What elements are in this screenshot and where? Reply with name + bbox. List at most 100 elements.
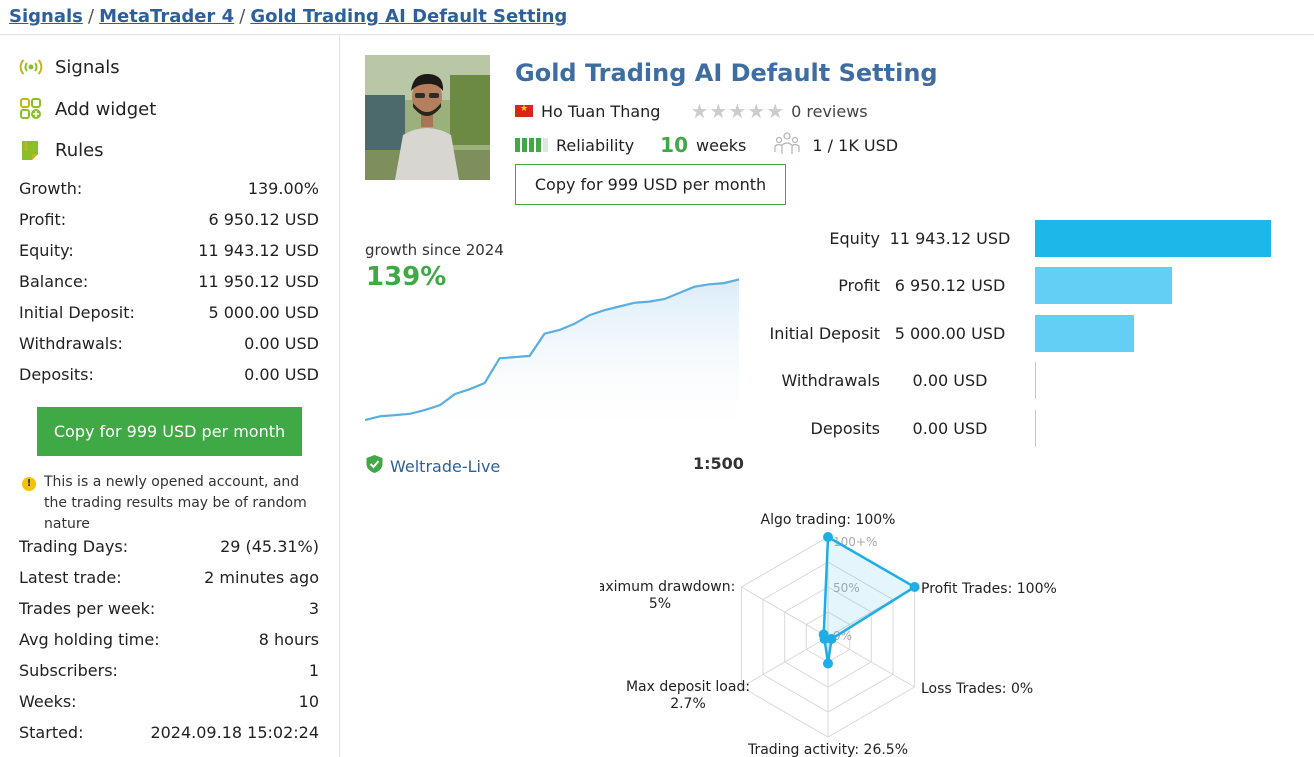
breadcrumb-signal-link[interactable]: Gold Trading AI Default Setting [250, 6, 568, 27]
radar-axis-label: Algo trading: 100% [761, 512, 896, 528]
reliability-bar [543, 138, 548, 152]
radar-chart[interactable]: 100+%50%0%Algo trading: 100%Profit Trade… [600, 505, 1060, 757]
stat-value: 2 minutes ago [204, 568, 319, 587]
stat-initial-deposit: Initial Deposit: 5 000.00 USD [19, 303, 319, 325]
stat-label: Trading Days: [19, 537, 129, 556]
header-divider [0, 34, 1314, 35]
equity-bar [1035, 314, 1134, 352]
widget-icon [19, 97, 43, 121]
radar-ring-label: 50% [833, 581, 860, 595]
breadcrumb-metatrader-link[interactable]: MetaTrader 4 [99, 6, 235, 27]
author-avatar[interactable] [365, 55, 490, 180]
bar-category-label: Initial Deposit [769, 323, 880, 343]
new-account-notice: ! This is a newly opened account, and th… [19, 472, 324, 535]
stat-label: Equity: [19, 241, 74, 260]
reliability-row: Reliability 10 weeks 1 / 1K USD [515, 132, 898, 158]
stat-value: 11 950.12 USD [198, 272, 319, 291]
stat-started: Started: 2024.09.18 15:02:24 [19, 723, 319, 745]
stat-value: 11 943.12 USD [198, 241, 319, 260]
reviews-link[interactable]: 0 reviews [791, 101, 868, 121]
star-icon: ★ [766, 99, 785, 123]
sidebar-item-add-widget[interactable]: Add widget [19, 95, 156, 123]
subscribers-icon [774, 130, 800, 160]
stat-value: 2024.09.18 15:02:24 [150, 723, 319, 742]
radar-axis-label: Max deposit load: [626, 679, 750, 695]
breadcrumb-separator: / [239, 6, 246, 27]
sidebar-item-rules[interactable]: Rules [19, 136, 104, 164]
stat-label: Initial Deposit: [19, 303, 135, 322]
vietnam-flag-icon [515, 104, 533, 117]
equity-bar-row: Equity 11 943.12 USD [760, 219, 1271, 257]
radar-point [818, 629, 829, 640]
equity-bar [1035, 362, 1036, 399]
stat-value: 8 hours [258, 630, 319, 649]
reliability-bar [515, 138, 520, 152]
sidebar-item-label: Signals [55, 56, 120, 78]
stat-value: 0.00 USD [244, 334, 319, 353]
radar-axis-value: 5% [649, 596, 671, 612]
growth-line [365, 278, 740, 422]
stat-trading-days: Trading Days: 29 (45.31%) [19, 537, 319, 559]
stat-weeks: Weeks: 10 [19, 692, 319, 714]
stat-avg-holding-time: Avg holding time: 8 hours [19, 630, 319, 652]
warning-icon: ! [22, 477, 36, 491]
breadcrumb-signals-link[interactable]: Signals [9, 6, 83, 27]
equity-bar-row: Deposits 0.00 USD [760, 409, 1036, 447]
stat-label: Balance: [19, 272, 89, 291]
radar-spoke [741, 586, 829, 638]
stat-value: 29 (45.31%) [220, 537, 319, 556]
stat-latest-trade: Latest trade: 2 minutes ago [19, 568, 319, 590]
signal-title[interactable]: Gold Trading AI Default Setting [515, 59, 938, 87]
growth-chart[interactable] [365, 260, 741, 440]
stat-value: 5 000.00 USD [208, 303, 319, 322]
radar-spoke [741, 636, 829, 688]
reliability-bar [536, 138, 541, 152]
stat-value: 139.00% [247, 179, 319, 198]
leverage-value: 1:500 [693, 454, 744, 473]
growth-caption: growth since 2024 [365, 241, 504, 259]
weeks-label: weeks [696, 135, 747, 155]
stat-growth: Growth: 139.00% [19, 179, 319, 201]
stat-deposits: Deposits: 0.00 USD [19, 365, 319, 387]
radar-point [826, 634, 837, 644]
bar-value-label: 0.00 USD [912, 371, 988, 390]
subscribers-value: 1 / 1K USD [812, 135, 899, 155]
copy-subscription-button[interactable]: Copy for 999 USD per month [515, 164, 786, 205]
equity-bar [1035, 219, 1271, 257]
stat-value: 1 [308, 661, 319, 680]
rating-stars[interactable]: ★★★★★ [690, 99, 785, 123]
sidebar-divider [339, 35, 340, 757]
sidebar-copy-button[interactable]: Copy for 999 USD per month [37, 407, 302, 456]
stat-label: Growth: [19, 179, 83, 198]
sidebar-item-signals[interactable]: Signals [19, 53, 120, 81]
star-icon: ★ [747, 99, 766, 123]
reliability-bar [522, 138, 527, 152]
star-icon: ★ [709, 99, 728, 123]
star-icon: ★ [690, 99, 709, 123]
stat-value: 0.00 USD [244, 365, 319, 384]
bar-value-label: 0.00 USD [912, 418, 988, 438]
radar-point [823, 532, 833, 542]
stat-label: Started: [19, 723, 84, 742]
stat-label: Deposits: [19, 365, 94, 384]
equity-bar-row: Withdrawals 0.00 USD [760, 362, 1036, 400]
broker-name[interactable]: Weltrade-Live [390, 456, 501, 476]
equity-bar [1035, 267, 1173, 304]
bar-category-label: Withdrawals [781, 371, 880, 390]
stat-label: Latest trade: [19, 568, 122, 587]
radar-ring-label: 0% [833, 629, 852, 643]
bar-value-label: 6 950.12 USD [894, 276, 1006, 295]
radar-axis-label: Loss Trades: 0% [921, 681, 1033, 697]
sidebar-item-label: Add widget [55, 98, 157, 120]
stat-label: Trades per week: [19, 599, 156, 618]
stat-value: 6 950.12 USD [208, 210, 319, 229]
signal-icon [19, 55, 43, 79]
stat-label: Subscribers: [19, 661, 118, 680]
radar-axis-value: 2.7% [670, 696, 706, 712]
broker-row: Weltrade-Live [365, 454, 500, 478]
notice-text: This is a newly opened account, and the … [44, 474, 307, 532]
breadcrumb-separator: / [87, 6, 95, 27]
breadcrumb: Signals / MetaTrader 4 / Gold Trading AI… [9, 6, 567, 27]
author-name[interactable]: Ho Tuan Thang [541, 101, 661, 121]
stat-equity: Equity: 11 943.12 USD [19, 241, 319, 263]
